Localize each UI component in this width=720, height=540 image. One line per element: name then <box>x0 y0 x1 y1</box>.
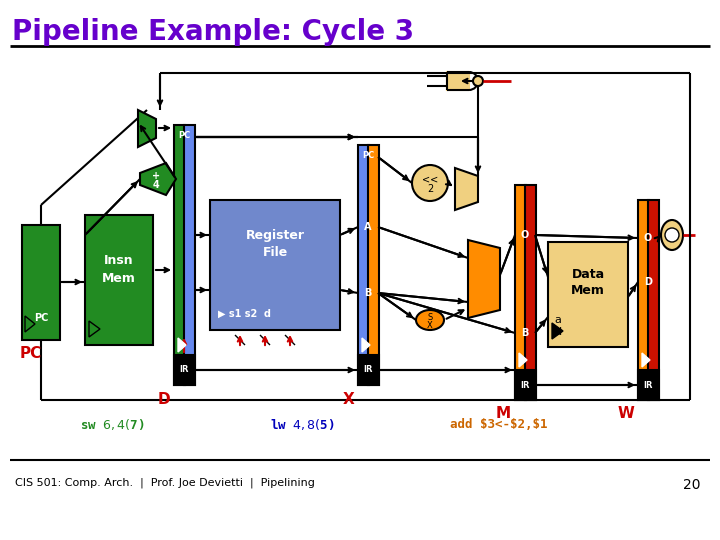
Text: O: O <box>644 233 652 243</box>
Text: IR: IR <box>643 381 653 389</box>
Text: Mem: Mem <box>102 272 136 285</box>
Polygon shape <box>140 163 176 195</box>
Text: D: D <box>644 277 652 287</box>
Text: PC: PC <box>34 313 48 323</box>
Text: 2: 2 <box>427 184 433 194</box>
Text: IR: IR <box>179 366 189 375</box>
Ellipse shape <box>416 310 444 330</box>
Ellipse shape <box>661 220 683 250</box>
Bar <box>638 200 649 400</box>
Polygon shape <box>642 353 650 367</box>
Circle shape <box>665 228 679 242</box>
Bar <box>368 145 379 385</box>
Polygon shape <box>138 110 156 147</box>
Polygon shape <box>519 353 527 367</box>
Text: Register: Register <box>246 228 305 241</box>
Text: File: File <box>262 246 287 259</box>
Bar <box>210 200 340 330</box>
Text: A: A <box>364 222 372 232</box>
Text: IR: IR <box>364 366 373 375</box>
Bar <box>22 225 60 340</box>
Text: PC: PC <box>362 151 374 159</box>
Text: d: d <box>554 327 561 337</box>
Polygon shape <box>455 168 478 210</box>
Text: Insn: Insn <box>104 253 134 267</box>
Bar <box>174 355 195 385</box>
Bar <box>548 242 628 347</box>
Bar <box>638 370 659 400</box>
Bar <box>648 200 659 400</box>
Text: B: B <box>364 288 372 298</box>
Polygon shape <box>552 323 563 339</box>
Bar <box>515 185 526 400</box>
Polygon shape <box>468 240 500 318</box>
Text: X: X <box>342 392 354 407</box>
Text: Pipeline Example: Cycle 3: Pipeline Example: Cycle 3 <box>12 18 414 46</box>
Text: S: S <box>428 314 433 322</box>
Text: M: M <box>496 407 511 422</box>
Polygon shape <box>178 338 186 352</box>
Text: CIS 501: Comp. Arch.  |  Prof. Joe Devietti  |  Pipelining: CIS 501: Comp. Arch. | Prof. Joe Deviett… <box>15 478 315 489</box>
Text: 4: 4 <box>153 180 159 190</box>
Text: O: O <box>521 230 529 240</box>
Bar <box>184 125 195 385</box>
Text: add $3<-$2,$1: add $3<-$2,$1 <box>450 418 547 431</box>
Circle shape <box>412 165 448 201</box>
Bar <box>447 72 469 90</box>
Polygon shape <box>89 321 100 337</box>
Text: +: + <box>152 171 160 181</box>
Text: 20: 20 <box>683 478 700 492</box>
Bar <box>525 185 536 400</box>
Bar <box>515 370 536 400</box>
Text: W: W <box>617 407 634 422</box>
Text: PC: PC <box>178 131 190 139</box>
Text: sw $6,4($7): sw $6,4($7) <box>80 417 145 433</box>
Text: Data: Data <box>572 267 605 280</box>
Circle shape <box>473 76 483 86</box>
Bar <box>358 355 379 385</box>
Text: PC: PC <box>20 347 42 361</box>
Text: lw $4,8($5): lw $4,8($5) <box>270 417 335 433</box>
Polygon shape <box>362 338 370 352</box>
Bar <box>358 145 369 385</box>
Text: X: X <box>427 321 433 329</box>
Text: Mem: Mem <box>571 284 605 296</box>
Text: a: a <box>554 315 561 325</box>
Text: <<: << <box>422 175 438 185</box>
Bar <box>174 125 185 385</box>
Polygon shape <box>25 316 35 332</box>
Text: ▶ s1 s2  d: ▶ s1 s2 d <box>218 309 271 319</box>
Text: IR: IR <box>521 381 530 389</box>
Bar <box>85 215 153 345</box>
Text: B: B <box>521 328 528 338</box>
Text: D: D <box>158 392 170 407</box>
